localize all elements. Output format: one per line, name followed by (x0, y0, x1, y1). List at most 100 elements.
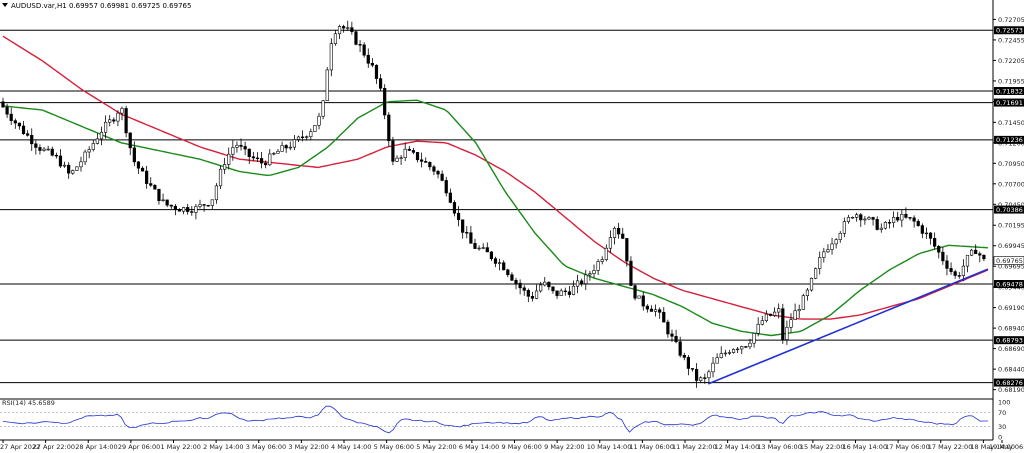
candle[interactable] (83, 149, 87, 166)
candle[interactable] (707, 369, 711, 384)
candle[interactable] (342, 24, 346, 33)
candle[interactable] (600, 256, 604, 265)
candle[interactable] (916, 219, 920, 227)
candle[interactable] (173, 204, 177, 216)
candle[interactable] (411, 147, 416, 155)
candle[interactable] (764, 310, 768, 323)
candle[interactable] (149, 177, 153, 187)
candle[interactable] (9, 107, 13, 126)
candle[interactable] (190, 206, 194, 216)
candle[interactable] (859, 213, 863, 227)
candle[interactable] (243, 141, 247, 156)
candle[interactable] (641, 291, 645, 311)
candle[interactable] (268, 149, 272, 166)
candle[interactable] (227, 147, 231, 170)
symbol-dropdown-icon[interactable] (2, 3, 8, 7)
candle[interactable] (255, 152, 260, 163)
candle[interactable] (920, 223, 924, 239)
candle[interactable] (132, 141, 136, 167)
candle[interactable] (198, 199, 202, 209)
candle[interactable] (645, 304, 649, 313)
candle[interactable] (953, 269, 957, 279)
candle[interactable] (502, 260, 506, 271)
candle[interactable] (362, 42, 366, 58)
candle[interactable] (855, 212, 859, 222)
candle[interactable] (596, 259, 600, 276)
candle[interactable] (489, 251, 493, 262)
candle[interactable] (432, 165, 436, 176)
candle[interactable] (276, 148, 280, 154)
candle[interactable] (358, 40, 362, 52)
candle[interactable] (210, 199, 214, 210)
candle[interactable] (26, 130, 30, 137)
rsi-line[interactable] (2, 405, 988, 434)
candle[interactable] (309, 128, 313, 141)
candle[interactable] (658, 307, 662, 319)
candle[interactable] (740, 345, 744, 355)
candle[interactable] (272, 152, 276, 156)
candle[interactable] (896, 211, 900, 223)
candle[interactable] (473, 238, 477, 250)
candle[interactable] (842, 217, 846, 238)
candle[interactable] (87, 146, 91, 159)
candle[interactable] (539, 281, 543, 293)
candle[interactable] (522, 285, 526, 296)
candle[interactable] (608, 230, 613, 253)
candle[interactable] (34, 140, 38, 155)
candle[interactable] (781, 303, 785, 344)
candle[interactable] (748, 338, 752, 350)
candle[interactable] (900, 209, 904, 228)
candle[interactable] (555, 290, 559, 299)
candle[interactable] (969, 248, 974, 257)
candle[interactable] (62, 161, 67, 168)
candle[interactable] (887, 219, 892, 229)
candle[interactable] (374, 64, 379, 84)
candle[interactable] (186, 203, 190, 215)
candle[interactable] (621, 227, 625, 240)
candle[interactable] (95, 133, 99, 145)
candle[interactable] (235, 141, 239, 153)
candle[interactable] (75, 166, 79, 171)
candle[interactable] (571, 280, 576, 296)
candle[interactable] (391, 136, 395, 166)
candle[interactable] (465, 226, 469, 239)
candle[interactable] (945, 255, 949, 276)
candle[interactable] (875, 216, 879, 231)
candle[interactable] (370, 58, 374, 68)
candle[interactable] (481, 243, 485, 250)
candle[interactable] (313, 125, 317, 133)
candle[interactable] (71, 169, 75, 175)
candle[interactable] (403, 142, 407, 162)
candle[interactable] (251, 151, 255, 161)
candle[interactable] (518, 279, 522, 295)
candle[interactable] (378, 74, 383, 91)
candle[interactable] (108, 115, 112, 127)
candle[interactable] (928, 232, 933, 245)
candle[interactable] (239, 138, 243, 151)
candle[interactable] (957, 271, 961, 279)
candle[interactable] (440, 170, 444, 182)
candle[interactable] (42, 147, 46, 152)
candle[interactable] (965, 254, 970, 273)
candle[interactable] (974, 244, 978, 255)
candle[interactable] (612, 226, 617, 245)
candle[interactable] (280, 141, 284, 152)
candle[interactable] (744, 345, 748, 348)
candle[interactable] (649, 305, 654, 312)
moving-average-green[interactable] (2, 99, 989, 337)
candle[interactable] (469, 225, 473, 244)
candle[interactable] (846, 214, 851, 224)
candle[interactable] (941, 247, 945, 265)
candle[interactable] (662, 307, 666, 323)
candle[interactable] (1, 97, 5, 108)
candle[interactable] (231, 140, 235, 161)
candle[interactable] (112, 117, 116, 124)
candle[interactable] (169, 204, 173, 209)
candle[interactable] (723, 349, 727, 357)
candle[interactable] (350, 21, 354, 35)
candle[interactable] (772, 307, 777, 317)
candle[interactable] (514, 278, 518, 290)
candle[interactable] (99, 126, 104, 146)
candle[interactable] (399, 154, 403, 165)
